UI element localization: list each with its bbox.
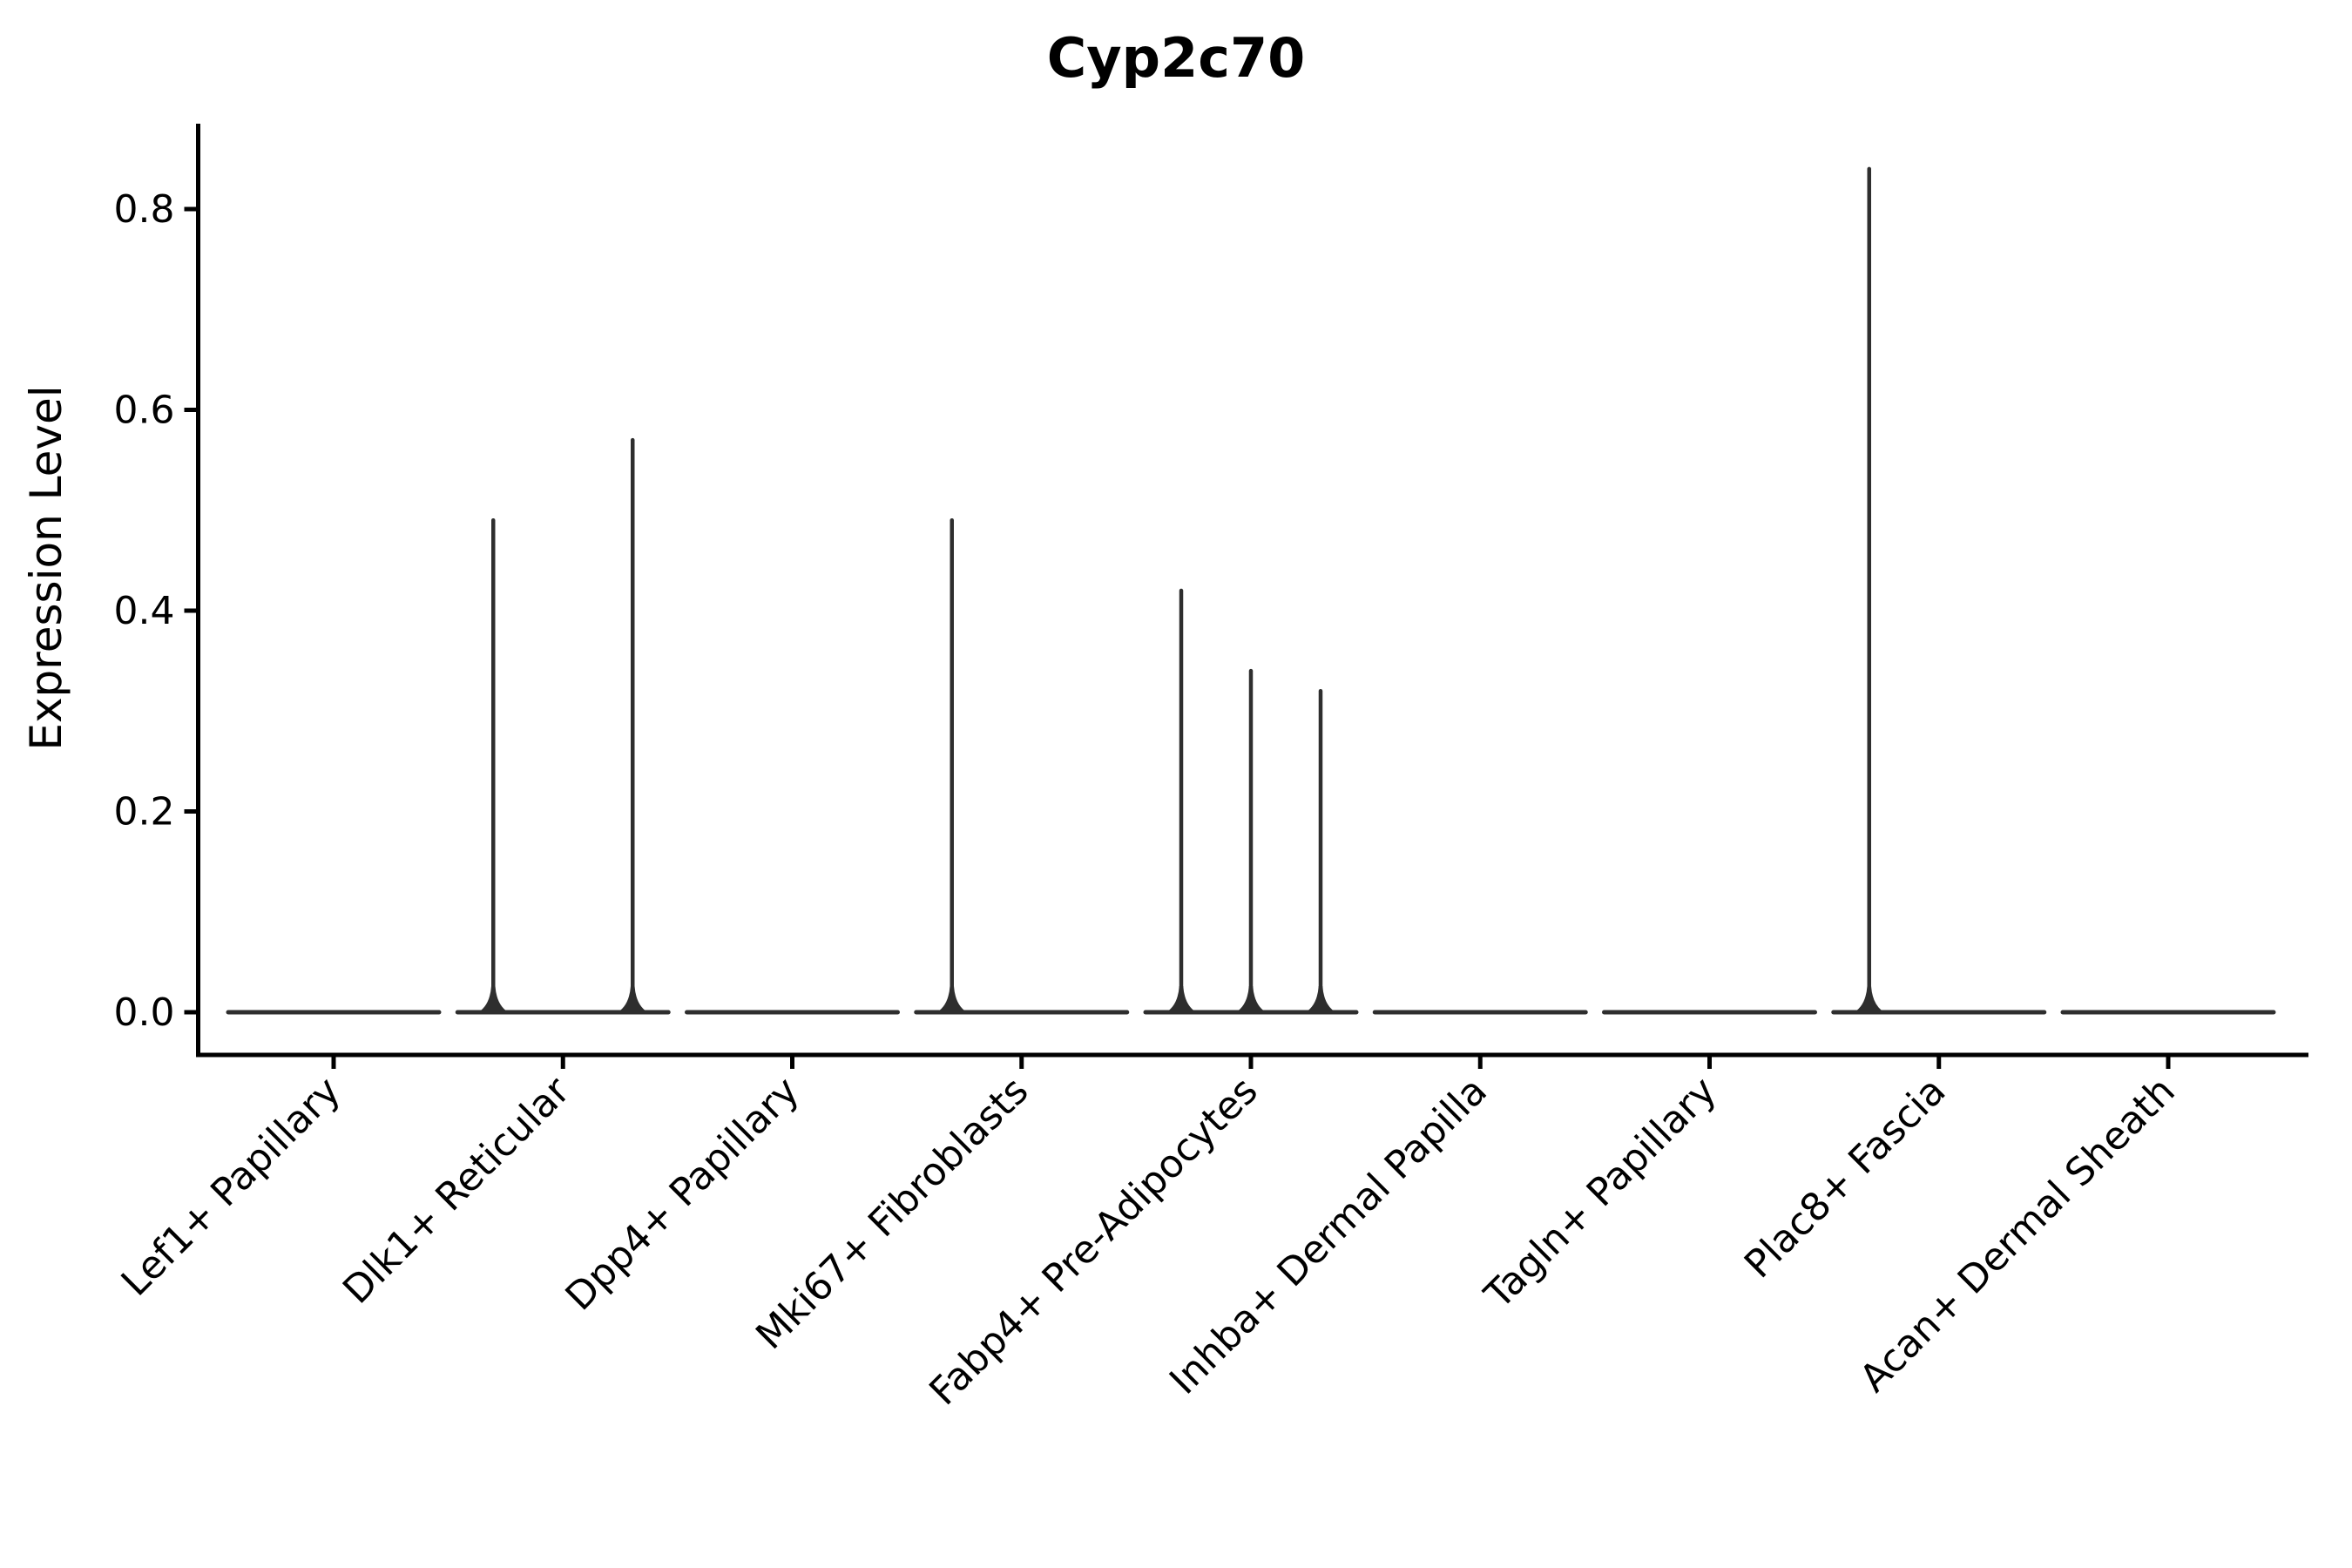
x-tick-label: Lef1+ Papillary [113,1069,349,1305]
violin-spike-flare [1303,986,1338,1014]
violin-spike-flare [476,986,511,1014]
y-tick-label: 0.4 [114,589,175,633]
violin-layer [226,166,2276,1015]
chart-title: Cyp2c70 [1047,26,1305,90]
axes-layer: 0.0 0.2 0.4 0.6 0.8 [114,124,2308,1069]
y-tick-label: 0.6 [114,388,175,432]
violin-spike-flare [1164,986,1199,1014]
x-tick-label: Tagln+ Papillary [1476,1069,1725,1318]
y-tick-label: 0.8 [114,187,175,232]
x-tick-label: Dlk1+ Reticular [335,1068,579,1313]
violin-spike-flare [1233,986,1268,1014]
x-tick-label: Plac8+ Fascia [1736,1069,1955,1288]
x-tick-label: Dpp4+ Papillary [558,1069,808,1320]
violin-spike-flare [615,986,651,1014]
y-tick-label: 0.2 [114,789,175,834]
y-axis-label: Expression Level [21,385,71,750]
y-tick-label: 0.0 [114,990,175,1035]
violin-spike-flare [934,986,970,1014]
violin-spike-flare [1851,986,1887,1014]
